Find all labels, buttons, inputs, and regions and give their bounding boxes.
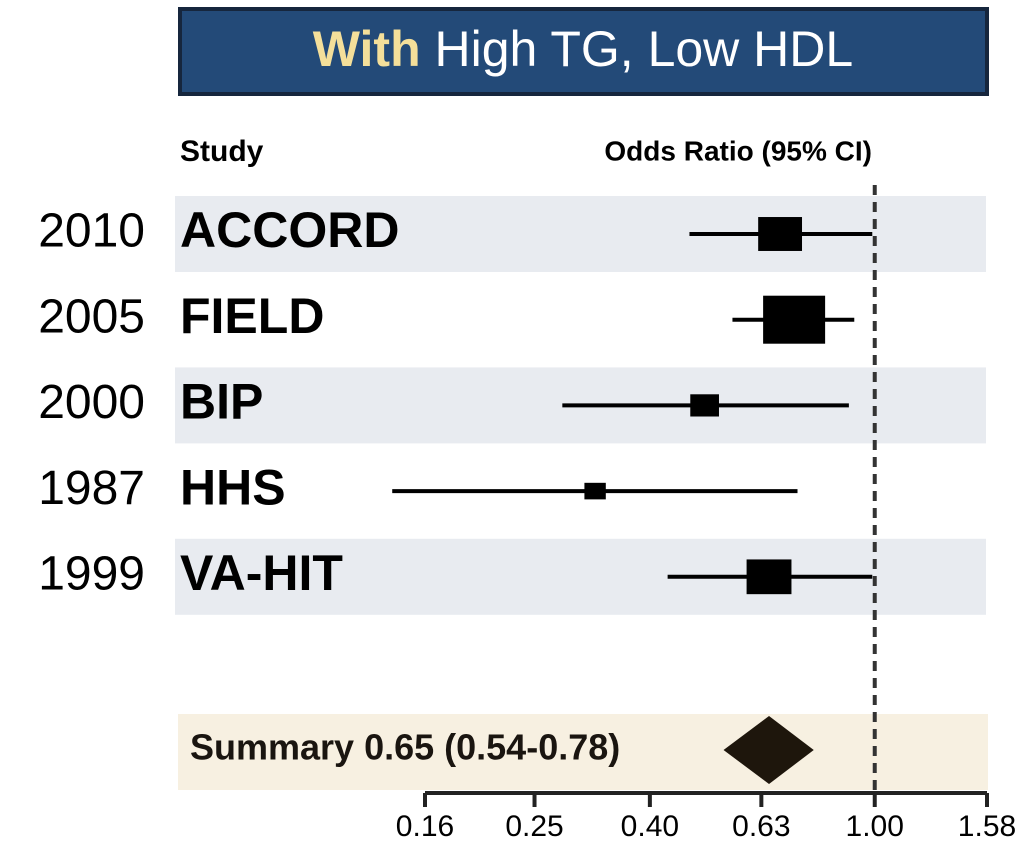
year-label: 2005 xyxy=(38,290,145,343)
x-tick-label: 1.58 xyxy=(958,810,1016,843)
year-label: 2010 xyxy=(38,205,145,258)
point-estimate xyxy=(763,295,826,344)
title-space xyxy=(421,21,435,77)
x-tick-label: 0.25 xyxy=(505,810,563,843)
point-estimate xyxy=(584,482,606,500)
study-label: HHS xyxy=(180,459,286,515)
x-tick-label: 0.16 xyxy=(396,810,454,843)
summary-band xyxy=(178,714,988,790)
summary-diamond xyxy=(723,716,814,784)
study-label: VA-HIT xyxy=(180,545,343,601)
title-highlight: With xyxy=(313,21,421,77)
point-estimate xyxy=(690,394,719,417)
title-text: High TG, Low HDL xyxy=(435,21,854,77)
title-box xyxy=(178,7,989,96)
study-label: ACCORD xyxy=(180,202,399,258)
chart-title: With High TG, Low HDL xyxy=(313,21,853,77)
point-estimate xyxy=(758,217,803,251)
point-estimate xyxy=(746,559,792,595)
year-label: 1987 xyxy=(38,462,145,515)
x-tick-label: 0.40 xyxy=(621,810,679,843)
study-label: FIELD xyxy=(180,288,324,344)
x-tick-label: 0.63 xyxy=(732,810,790,843)
year-label: 1999 xyxy=(38,547,145,600)
year-label: 2000 xyxy=(38,376,145,429)
study-label: BIP xyxy=(180,374,263,430)
summary-label: Summary 0.65 (0.54-0.78) xyxy=(190,727,620,768)
x-tick-label: 1.00 xyxy=(846,810,904,843)
column-header: Study xyxy=(180,135,264,168)
column-header: Odds Ratio (95% CI) xyxy=(604,135,872,166)
